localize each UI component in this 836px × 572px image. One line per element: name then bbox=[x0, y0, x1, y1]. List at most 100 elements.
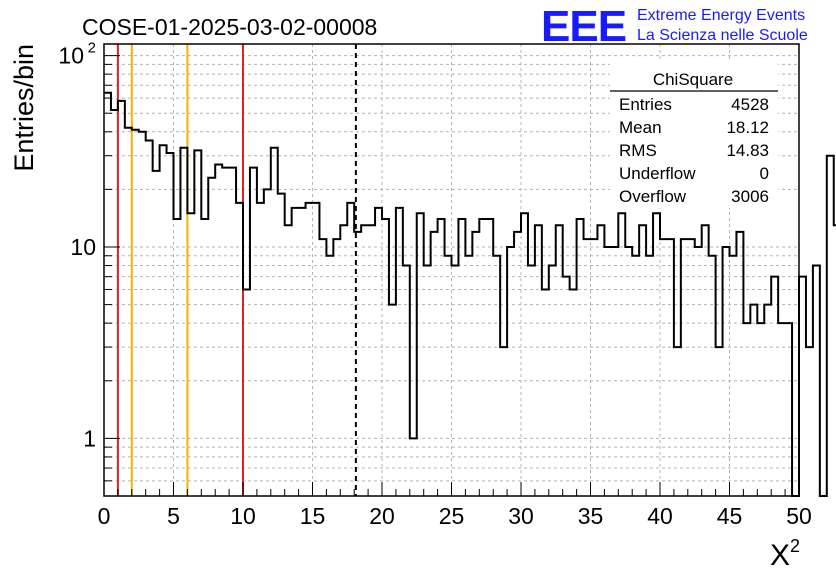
histogram-bin bbox=[688, 239, 695, 496]
histogram-bin bbox=[424, 266, 431, 496]
reference-lines bbox=[116, 44, 357, 496]
histogram-bin bbox=[431, 232, 438, 496]
histogram-bin bbox=[361, 225, 368, 496]
histogram-bin bbox=[604, 247, 611, 496]
histogram-bin bbox=[306, 203, 313, 496]
histogram-bin bbox=[382, 219, 389, 496]
histogram-bin bbox=[750, 305, 757, 496]
histogram-bin bbox=[187, 213, 194, 496]
histogram-bin bbox=[208, 178, 215, 496]
stats-label: RMS bbox=[619, 141, 657, 160]
histogram-bin bbox=[271, 148, 278, 496]
histogram-bin bbox=[597, 225, 604, 496]
stats-label: Entries bbox=[619, 95, 672, 114]
stats-value: 18.12 bbox=[726, 118, 769, 137]
stats-value: 0 bbox=[760, 164, 769, 183]
x-tick-label: 15 bbox=[300, 503, 326, 529]
histogram-bin bbox=[146, 141, 153, 496]
histogram-bin bbox=[160, 145, 167, 496]
histogram-bin bbox=[493, 256, 500, 496]
histogram-bin bbox=[132, 130, 139, 496]
histogram-bin bbox=[743, 323, 750, 496]
histogram-bin bbox=[299, 208, 306, 496]
histogram-bin bbox=[264, 189, 271, 496]
x-tick-label: 30 bbox=[508, 503, 534, 529]
histogram-bin bbox=[827, 156, 834, 496]
histogram-outline bbox=[104, 91, 836, 497]
x-tick-label: 5 bbox=[167, 503, 180, 529]
histogram-bin bbox=[695, 247, 702, 496]
histogram-bin bbox=[250, 168, 257, 496]
histogram-bin bbox=[618, 213, 625, 496]
stats-label: Mean bbox=[619, 118, 662, 137]
x-axis-title: X2 bbox=[770, 536, 800, 572]
histogram-bin bbox=[528, 266, 535, 496]
histogram-bin bbox=[764, 305, 771, 496]
histogram-bin bbox=[417, 213, 424, 496]
histogram-bin bbox=[577, 219, 584, 496]
histogram-bin bbox=[174, 219, 181, 496]
histogram-bin bbox=[736, 232, 743, 496]
x-tick-label: 50 bbox=[786, 503, 812, 529]
logo-line-2: La Scienza nelle Scuole bbox=[637, 27, 808, 44]
stats-rows: Entries 4528 Mean 18.12 RMS 14.83 Underflow 0 Ov… bbox=[619, 95, 769, 206]
histogram-bin bbox=[667, 239, 674, 496]
histogram-bin bbox=[674, 347, 681, 496]
histogram-bin bbox=[194, 150, 201, 496]
histogram-bin bbox=[257, 203, 264, 496]
histogram-bin bbox=[333, 239, 340, 496]
histogram-bin bbox=[681, 239, 688, 496]
histogram-bin bbox=[542, 289, 549, 496]
histogram-bin bbox=[396, 208, 403, 496]
histogram-bin bbox=[486, 219, 493, 496]
x-tick-label: 25 bbox=[439, 503, 465, 529]
histogram-bin bbox=[458, 219, 465, 496]
histogram-bin bbox=[452, 266, 459, 496]
histogram-bin bbox=[757, 323, 764, 496]
histogram-bin bbox=[403, 266, 410, 496]
histogram-bin bbox=[535, 225, 542, 496]
histogram-bin bbox=[778, 323, 785, 496]
y-axis-title: Entries/bin bbox=[9, 44, 39, 172]
y-tick-label-exponent: 2 bbox=[88, 40, 96, 57]
histogram-layer bbox=[104, 91, 836, 497]
histogram-bin bbox=[563, 277, 570, 496]
grid-lines bbox=[104, 44, 799, 496]
histogram-bin bbox=[292, 208, 299, 496]
histogram-bin bbox=[354, 232, 361, 496]
histogram-bin bbox=[139, 132, 146, 496]
histogram-bin bbox=[521, 213, 528, 496]
histogram-bin bbox=[716, 347, 723, 496]
x-tick-label: 40 bbox=[647, 503, 673, 529]
histogram-bin bbox=[771, 277, 778, 496]
x-tick-label: 45 bbox=[717, 503, 743, 529]
histogram-bin bbox=[584, 239, 591, 496]
stats-value: 3006 bbox=[731, 187, 769, 206]
histogram-bin bbox=[556, 225, 563, 496]
histogram-bin bbox=[507, 247, 514, 496]
histogram-bin bbox=[479, 219, 486, 496]
histogram-bin bbox=[549, 266, 556, 496]
histogram-bin bbox=[660, 239, 667, 496]
histogram-bin bbox=[368, 225, 375, 496]
histogram-bin bbox=[445, 256, 452, 496]
y-tick-label: 10 bbox=[58, 43, 84, 69]
histogram-bin bbox=[570, 289, 577, 496]
histogram-bin bbox=[278, 194, 285, 496]
x-tick-label: 20 bbox=[369, 503, 395, 529]
histogram-bin bbox=[465, 256, 472, 496]
histogram-bin bbox=[625, 247, 632, 496]
x-tick-label: 35 bbox=[578, 503, 604, 529]
histogram-bin bbox=[180, 148, 187, 496]
histogram-bin bbox=[104, 93, 111, 496]
histogram-bin bbox=[215, 164, 222, 496]
histogram-bin bbox=[236, 203, 243, 496]
histogram-bin bbox=[514, 232, 521, 496]
stats-value: 4528 bbox=[731, 95, 769, 114]
histogram-bin bbox=[653, 213, 660, 496]
histogram-bin bbox=[500, 347, 507, 496]
stats-box-background bbox=[610, 62, 778, 208]
histogram-bin bbox=[730, 256, 737, 496]
histogram-bin bbox=[201, 219, 208, 496]
